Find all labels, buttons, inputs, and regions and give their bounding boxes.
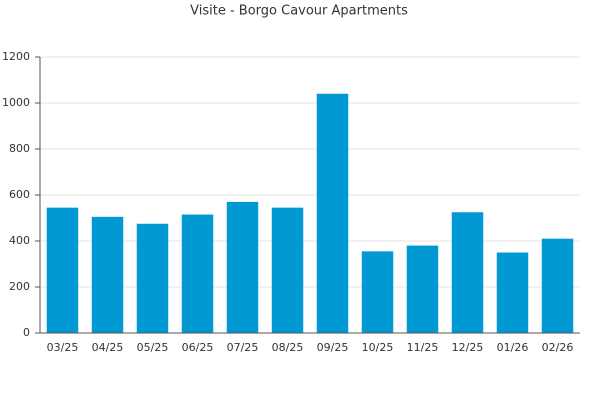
y-tick-label: 600 <box>9 188 30 201</box>
bar <box>541 238 574 333</box>
bar <box>451 212 484 333</box>
x-tick-label: 06/25 <box>182 341 214 354</box>
x-tick-label: 10/25 <box>362 341 394 354</box>
bar <box>46 207 79 333</box>
bar <box>361 251 394 333</box>
x-tick-label: 02/26 <box>542 341 574 354</box>
x-tick-label: 09/25 <box>317 341 349 354</box>
y-tick-label: 0 <box>23 326 30 339</box>
y-tick-label: 1200 <box>2 50 30 63</box>
x-tick-label: 05/25 <box>137 341 169 354</box>
bar <box>91 216 124 333</box>
x-tick-label: 07/25 <box>227 341 259 354</box>
y-tick-label: 200 <box>9 280 30 293</box>
y-tick-label: 1000 <box>2 96 30 109</box>
x-tick-label: 08/25 <box>272 341 304 354</box>
chart-title: Visite - Borgo Cavour Apartments <box>190 4 408 19</box>
x-tick-label: 03/25 <box>47 341 79 354</box>
x-tick-label: 01/26 <box>497 341 529 354</box>
bar <box>181 214 214 333</box>
bar <box>271 207 304 333</box>
bar <box>496 252 529 333</box>
x-tick-label: 04/25 <box>92 341 124 354</box>
y-tick-label: 800 <box>9 142 30 155</box>
bar <box>406 245 439 333</box>
y-tick-label: 400 <box>9 234 30 247</box>
x-tick-label: 11/25 <box>407 341 439 354</box>
bar <box>316 93 349 333</box>
x-tick-label: 12/25 <box>452 341 484 354</box>
bar <box>136 223 169 333</box>
bar <box>226 201 259 333</box>
